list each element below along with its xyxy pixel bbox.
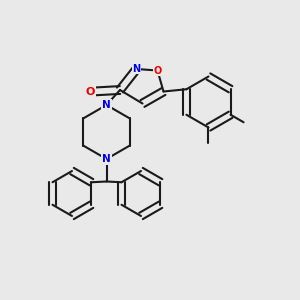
Text: O: O <box>86 86 95 97</box>
Text: N: N <box>132 64 141 74</box>
Text: N: N <box>102 154 111 164</box>
Text: N: N <box>102 100 111 110</box>
Text: O: O <box>153 65 162 76</box>
